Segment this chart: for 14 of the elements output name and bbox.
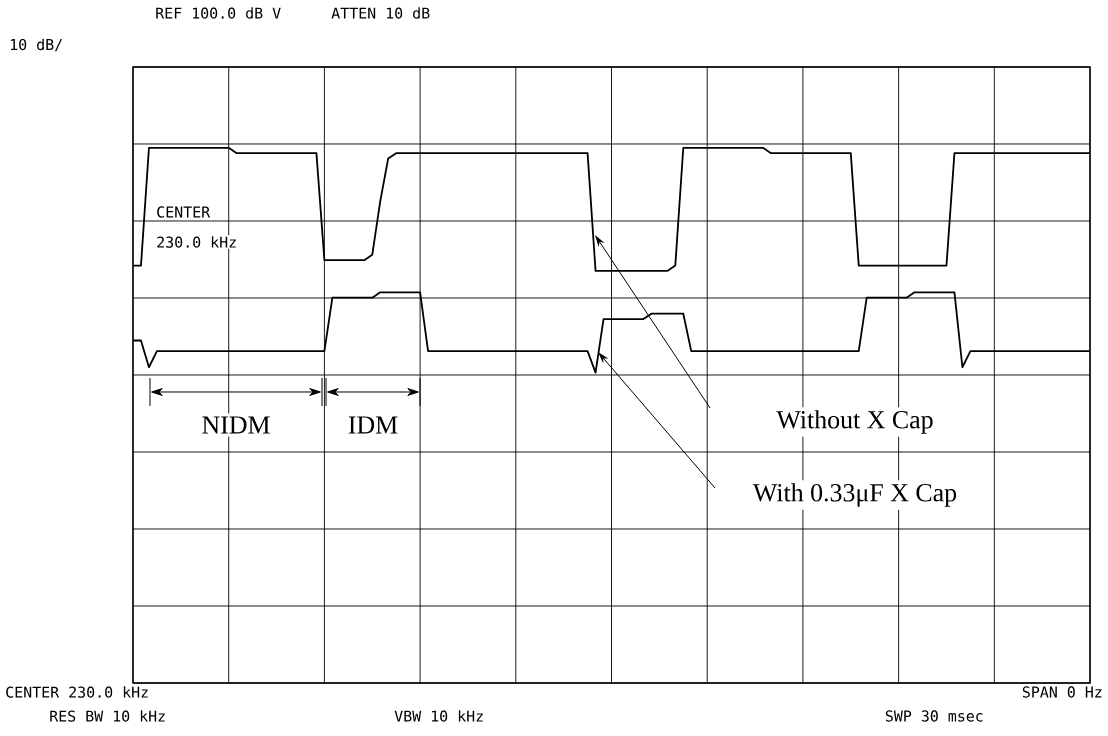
text: CENTER 230.0 kHz	[6, 686, 148, 698]
text: VBW 10 kHz	[394, 710, 483, 722]
text: 10 dB/	[11, 38, 63, 52]
annotation: Without X Cap	[776, 410, 933, 434]
annotation: CENTER	[157, 206, 211, 218]
text: SWP 30 msec	[885, 710, 983, 722]
annotation: 230.0 kHz	[157, 236, 236, 248]
text: SPAN 0 Hz	[1022, 686, 1102, 698]
annotation: With 0.33μF X Cap	[752, 483, 957, 507]
text: ATTEN 10 dB	[331, 7, 430, 19]
text: RES BW 10 kHz	[50, 710, 165, 722]
annotation: NIDM	[202, 416, 270, 434]
annotation: IDM	[348, 416, 398, 434]
text: REF 100.0 dB V	[156, 7, 281, 19]
